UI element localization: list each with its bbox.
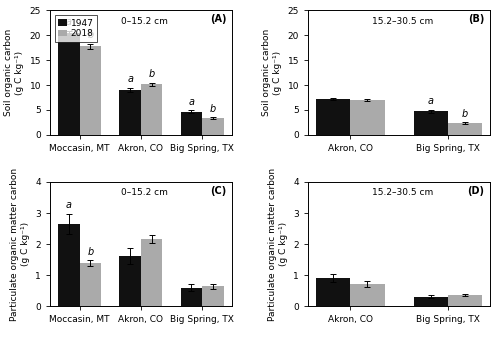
Text: 0–15.2 cm: 0–15.2 cm — [121, 17, 168, 26]
Text: 15.2–30.5 cm: 15.2–30.5 cm — [372, 17, 434, 26]
Text: a: a — [127, 74, 133, 84]
Text: (A): (A) — [210, 14, 226, 24]
Bar — [58, 224, 80, 306]
Text: (C): (C) — [210, 186, 226, 196]
Text: b: b — [210, 104, 216, 113]
Bar — [202, 118, 224, 135]
Bar — [350, 100, 384, 135]
Bar — [414, 297, 448, 306]
Y-axis label: Particulate organic matter carbon
(g C kg⁻¹): Particulate organic matter carbon (g C k… — [10, 167, 29, 321]
Text: b: b — [462, 109, 468, 119]
Bar — [316, 278, 350, 306]
Text: a: a — [66, 17, 72, 27]
Bar — [448, 295, 482, 306]
Bar — [414, 111, 448, 135]
Y-axis label: Soil organic carbon
(g C kg⁻¹): Soil organic carbon (g C kg⁻¹) — [4, 29, 24, 116]
Text: 15.2–30.5 cm: 15.2–30.5 cm — [372, 188, 434, 197]
Bar — [120, 90, 141, 135]
Bar — [80, 46, 101, 135]
Bar — [350, 284, 384, 306]
Y-axis label: Soil organic carbon
(g C kg⁻¹): Soil organic carbon (g C kg⁻¹) — [262, 29, 282, 116]
Bar — [120, 256, 141, 306]
Text: a: a — [66, 200, 72, 210]
Text: (D): (D) — [468, 186, 484, 196]
Bar — [180, 112, 202, 135]
Y-axis label: Particulate organic matter carbon
(g C kg⁻¹): Particulate organic matter carbon (g C k… — [268, 167, 288, 321]
Text: b: b — [148, 69, 154, 79]
Bar — [448, 123, 482, 135]
Legend: 1947, 2018: 1947, 2018 — [54, 15, 97, 42]
Bar — [180, 287, 202, 306]
Text: 0–15.2 cm: 0–15.2 cm — [121, 188, 168, 197]
Bar — [80, 263, 101, 306]
Bar — [141, 239, 163, 306]
Text: a: a — [188, 97, 194, 106]
Text: b: b — [88, 30, 94, 40]
Bar — [141, 84, 163, 135]
Bar — [316, 100, 350, 135]
Text: (B): (B) — [468, 14, 484, 24]
Bar — [58, 33, 80, 135]
Bar — [202, 286, 224, 306]
Text: a: a — [428, 96, 434, 106]
Text: b: b — [88, 246, 94, 256]
